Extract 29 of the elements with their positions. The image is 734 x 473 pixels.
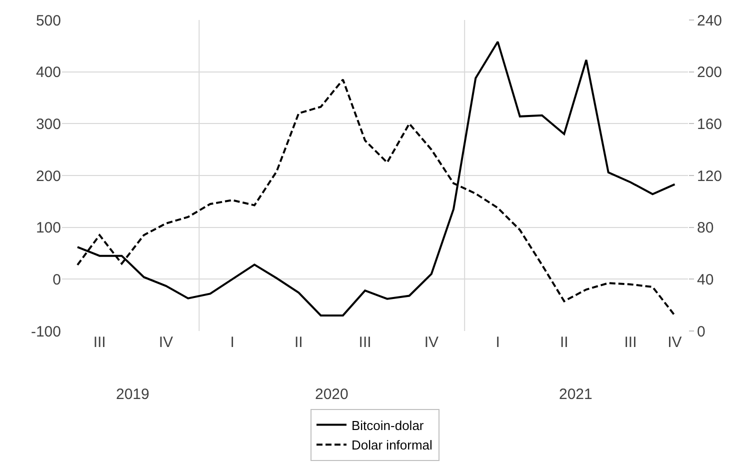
text: 2021	[559, 386, 592, 403]
x-tick-label: IV	[424, 334, 439, 351]
text: 2019	[116, 386, 150, 403]
legend-label: Dolar informal	[352, 438, 433, 453]
y2-tick-label: 80	[697, 220, 714, 237]
y-tick-label: 500	[36, 12, 61, 30]
x-tick-label: III	[93, 334, 106, 351]
x-tick-label: IV	[668, 334, 682, 351]
x-tick-label: I	[230, 334, 234, 351]
y-tick-label: 300	[36, 116, 61, 133]
y-tick-label: 100	[36, 220, 61, 237]
x-tick-label: I	[496, 334, 500, 351]
y-tick-label: -100	[30, 323, 61, 340]
x-tick-label: II	[294, 334, 303, 351]
legend-label: Bitcoin-dolar	[352, 418, 424, 433]
y2-tick-label: 240	[697, 12, 722, 30]
y2-tick-label: 0	[697, 323, 706, 340]
y-tick-label: 0	[52, 271, 61, 288]
y-tick-label: 400	[36, 64, 61, 82]
y2-tick-label: 160	[697, 116, 722, 133]
x-tick-label: III	[358, 334, 372, 351]
y-tick-label: 200	[36, 168, 61, 185]
x-tick-label: III	[624, 334, 637, 351]
x-tick-label: IV	[158, 334, 174, 351]
x-tick-label: II	[560, 334, 568, 351]
y2-tick-label: 200	[697, 64, 722, 82]
y2-tick-label: 120	[697, 168, 722, 185]
text: 2020	[315, 386, 348, 403]
y2-tick-label: 40	[697, 271, 714, 288]
